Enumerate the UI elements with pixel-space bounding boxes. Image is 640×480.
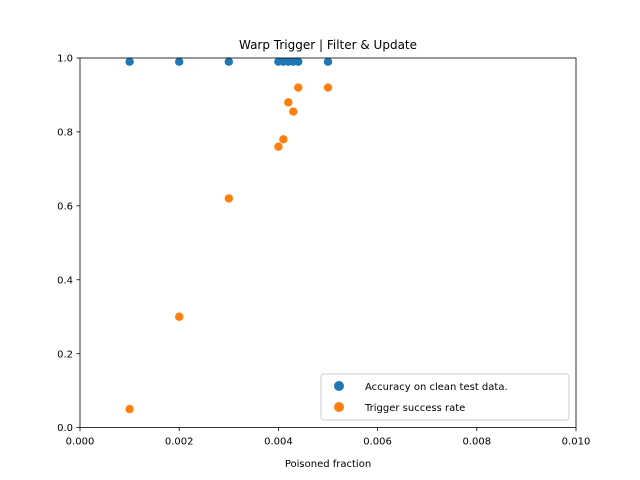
x-axis-ticks: 0.000 0.002 0.004 0.006 0.008 0.010 (66, 427, 591, 448)
x-axis-label: Poisoned fraction (285, 459, 371, 470)
trigger-point-7 (294, 83, 303, 92)
trigger-point-3 (274, 142, 283, 151)
chart-title: Warp Trigger | Filter & Update (239, 38, 417, 52)
trigger-point-5 (284, 98, 293, 107)
accuracy-point-1 (175, 57, 184, 66)
y-tick-label: 1.0 (57, 54, 73, 65)
trigger-point-8 (323, 83, 333, 92)
x-tick-label: 0.004 (264, 437, 293, 448)
points-layer (125, 57, 333, 414)
legend-marker-trigger (334, 402, 344, 412)
legend: Accuracy on clean test data. Trigger suc… (320, 373, 570, 421)
accuracy-point-2 (224, 57, 233, 66)
accuracy-point-7 (294, 57, 303, 66)
y-tick-label: 0.2 (57, 349, 73, 360)
legend-marker-accuracy (334, 381, 344, 391)
x-tick-label: 0.002 (165, 437, 194, 448)
y-axis-ticks: 0.0 0.2 0.4 0.6 0.8 1.0 (57, 54, 80, 434)
x-tick-label: 0.008 (462, 437, 491, 448)
y-tick-label: 0.6 (57, 201, 73, 212)
legend-label-accuracy: Accuracy on clean test data. (365, 382, 508, 393)
legend-box (320, 373, 570, 421)
trigger-point-1 (175, 312, 184, 321)
plot-frame (79, 57, 577, 429)
trigger-point-2 (224, 194, 233, 203)
accuracy-point-0 (125, 57, 134, 66)
y-tick-label: 0.0 (57, 423, 73, 434)
accuracy-point-8 (323, 57, 333, 66)
x-tick-label: 0.006 (363, 437, 392, 448)
x-tick-label: 0.000 (66, 437, 95, 448)
trigger-point-6 (289, 107, 298, 116)
x-tick-label: 0.010 (562, 437, 591, 448)
trigger-point-4 (279, 135, 288, 144)
y-tick-label: 0.4 (57, 275, 73, 286)
legend-label-trigger: Trigger success rate (364, 403, 465, 414)
y-tick-label: 0.8 (57, 128, 73, 139)
trigger-point-0 (125, 404, 134, 414)
